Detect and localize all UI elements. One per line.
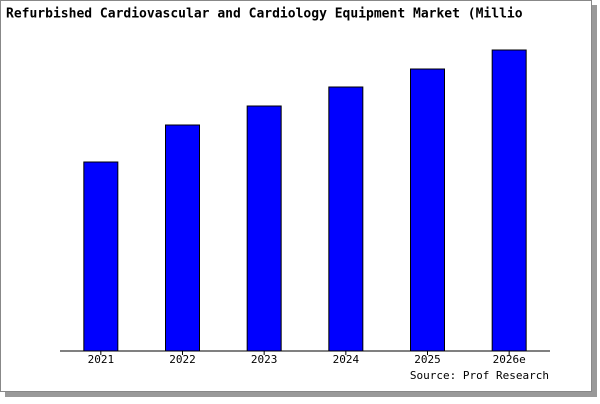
x-tick-label: 2022 [169,353,196,366]
bar [328,86,364,352]
bar [246,105,282,352]
x-tick-label: 2026e [493,353,526,366]
source-note: Source: Prof Research [410,369,549,382]
chart-title: Refurbished Cardiovascular and Cardiolog… [6,7,523,22]
bar [165,124,200,352]
bar [83,161,119,352]
bar [410,68,445,352]
bar [491,49,527,352]
x-tick-label: 2021 [88,353,115,366]
plot: Refurbished Cardiovascular and Cardiolog… [6,7,550,366]
x-tick-label: 2023 [251,353,278,366]
x-tick-label: 2024 [333,353,360,366]
x-tick-label: 2025 [414,353,441,366]
